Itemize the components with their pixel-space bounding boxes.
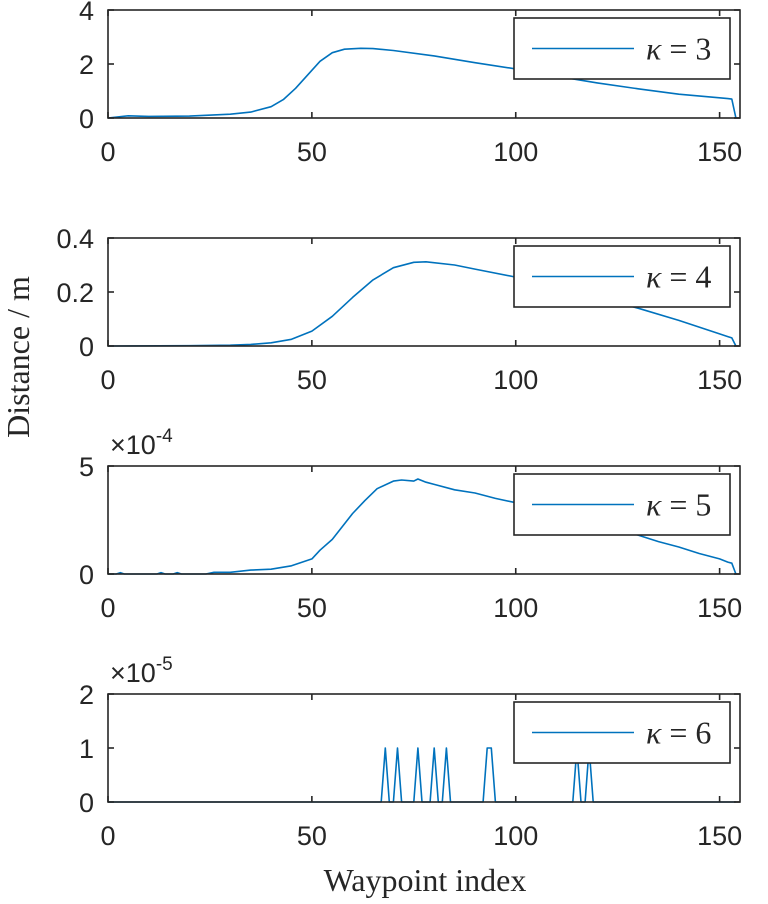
x-tick-label: 0 <box>100 365 115 395</box>
legend: κ = 4 <box>513 245 731 308</box>
legend-value: 6 <box>695 715 711 751</box>
x-tick-label: 50 <box>297 137 327 167</box>
multiplier-base: ×10 <box>110 658 156 688</box>
y-tick-label: 0.2 <box>56 278 94 308</box>
x-tick-label: 150 <box>697 365 742 395</box>
x-tick-label: 100 <box>493 593 538 623</box>
x-tick-label: 100 <box>493 365 538 395</box>
x-tick-label: 100 <box>493 821 538 851</box>
y-tick-label: 0 <box>79 788 94 818</box>
series-line <box>107 47 737 119</box>
legend-entry: κ = 4 <box>646 259 711 295</box>
x-tick-label: 50 <box>297 821 327 851</box>
x-tick-label: 150 <box>697 821 742 851</box>
x-tick-label: 0 <box>100 593 115 623</box>
legend-symbol: κ <box>646 715 662 751</box>
legend-value: 3 <box>695 31 711 67</box>
y-tick-label: 4 <box>79 0 94 26</box>
y-tick-label: 0 <box>79 560 94 590</box>
multiplier-base: ×10 <box>110 430 156 460</box>
legend: κ = 5 <box>513 473 731 536</box>
x-tick-label: 100 <box>493 137 538 167</box>
legend-symbol: κ <box>646 31 662 67</box>
chart-panel-4: 0 50 100 150 0 1 2 ×10-5 κ = 6 <box>79 654 742 851</box>
legend: κ = 6 <box>513 701 731 764</box>
legend-value: 4 <box>695 259 711 295</box>
y-tick-label: 0.4 <box>56 224 94 254</box>
legend-relation: = <box>661 31 695 67</box>
x-tick-label: 150 <box>697 137 742 167</box>
legend-relation: = <box>661 715 695 751</box>
x-tick-label: 0 <box>100 821 115 851</box>
x-tick-label: 150 <box>697 593 742 623</box>
legend-value: 5 <box>695 487 711 523</box>
chart-panel-2: 0 50 100 150 0 0.2 0.4 κ = 4 <box>56 224 742 395</box>
y-tick-label: 0 <box>79 332 94 362</box>
legend-entry: κ = 3 <box>646 31 711 67</box>
x-tick-label: 50 <box>297 593 327 623</box>
y-tick-label: 2 <box>79 680 94 710</box>
chart-panel-1: 0 50 100 150 0 2 4 κ = 3 <box>79 0 742 167</box>
axes-box <box>107 465 741 575</box>
legend-symbol: κ <box>646 259 662 295</box>
y-tick-label: 5 <box>79 452 94 482</box>
x-axis-label: Waypoint index <box>324 862 527 898</box>
series-line <box>107 261 737 347</box>
y-axis-label: Distance / m <box>0 276 36 438</box>
legend-relation: = <box>661 259 695 295</box>
y-tick-label: 2 <box>79 50 94 80</box>
x-tick-label: 50 <box>297 365 327 395</box>
multiplier-exponent: -4 <box>156 426 173 447</box>
axis-multiplier: ×10-4 <box>110 426 173 460</box>
y-tick-label: 1 <box>79 734 94 764</box>
legend-entry: κ = 6 <box>646 715 711 751</box>
legend-entry: κ = 5 <box>646 487 711 523</box>
legend-symbol: κ <box>646 487 662 523</box>
y-tick-label: 0 <box>79 104 94 134</box>
multiplier-exponent: -5 <box>156 654 173 675</box>
legend-relation: = <box>661 487 695 523</box>
axis-multiplier: ×10-5 <box>110 654 173 688</box>
x-tick-label: 0 <box>100 137 115 167</box>
legend: κ = 3 <box>513 17 731 80</box>
chart-panel-3: 0 50 100 150 0 5 ×10-4 κ = 5 <box>79 426 742 623</box>
